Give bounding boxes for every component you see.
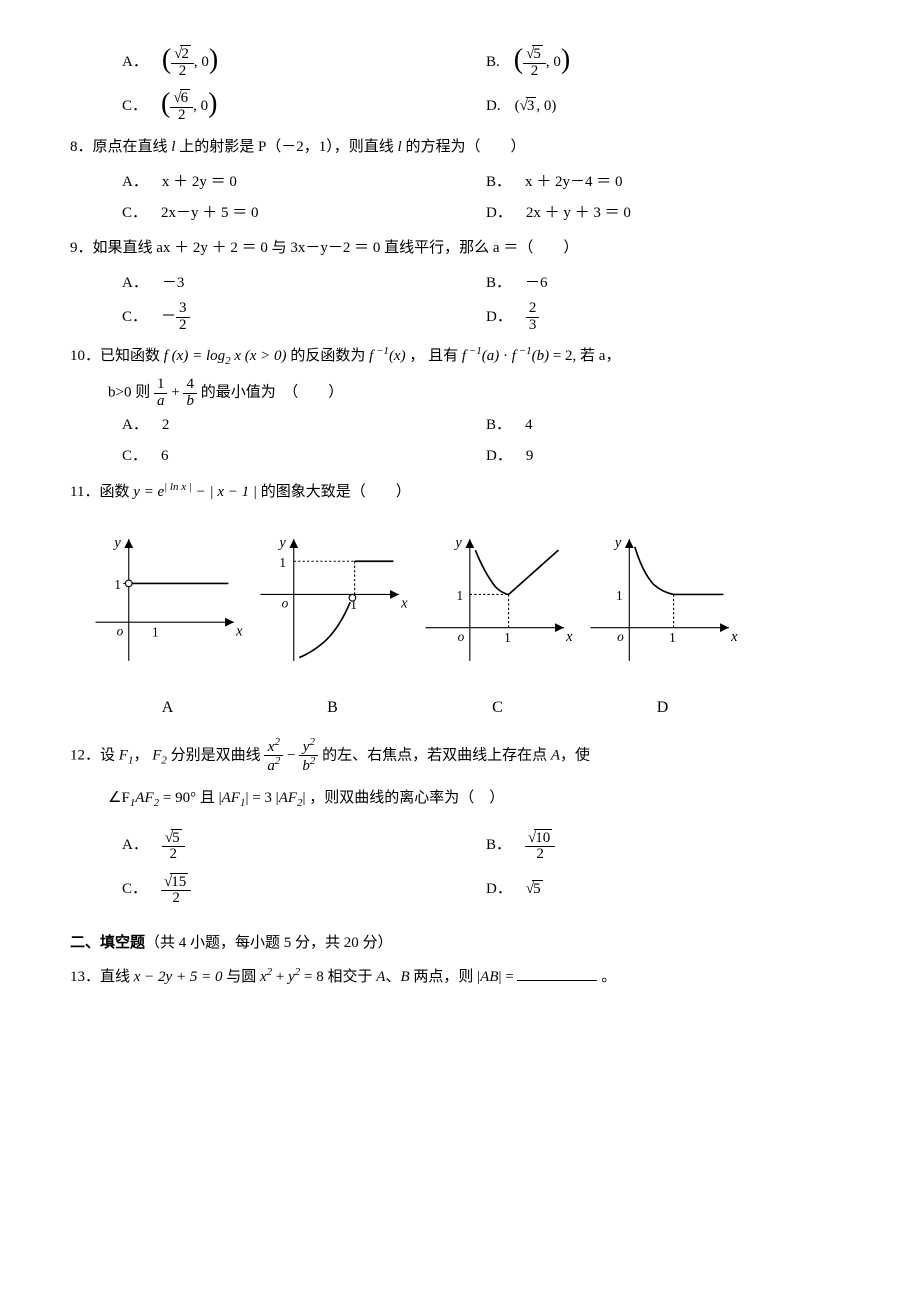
q12-stem-line2: ∠F1AF2 = 90° 且 |AF1| = 3 |AF2| ，则双曲线的离心率… xyxy=(108,785,850,814)
q11-graph-b: x y o 1 1 B xyxy=(255,520,410,723)
section-2-title: 二、填空题（共 4 小题，每小题 5 分，共 20 分） xyxy=(70,930,850,957)
svg-text:1: 1 xyxy=(457,588,464,603)
svg-text:y: y xyxy=(613,535,622,551)
q7-options: A． ( 22, 0 ) B. ( 52, 0 ) C． ( 62, 0 ) D… xyxy=(122,40,850,128)
q8-options: A．x ＋ 2y ＝ 0 B．x ＋ 2y－4 ＝ 0 C．2x－y ＋ 5 ＝… xyxy=(122,167,850,229)
svg-text:1: 1 xyxy=(114,577,121,592)
svg-text:1: 1 xyxy=(616,588,623,603)
q12-options: A．52 B．102 C．152 D．5 xyxy=(122,824,850,912)
q8-opt-d: D．2x ＋ y ＋ 3 ＝ 0 xyxy=(486,200,850,227)
q13-stem: 13．直线 x − 2y + 5 = 0 与圆 x2 + y2 = 8 相交于 … xyxy=(70,963,850,991)
q7-opt-a: A． ( 22, 0 ) xyxy=(122,42,486,82)
q9-opt-d: D．23 xyxy=(486,301,850,334)
q11-graphs: x y o 1 1 A x y o 1 1 B xyxy=(90,520,850,723)
svg-text:y: y xyxy=(277,535,286,551)
svg-text:o: o xyxy=(458,629,465,644)
q7-opt-d: D. (3, 0) xyxy=(486,86,850,126)
svg-text:o: o xyxy=(617,629,624,644)
svg-text:1: 1 xyxy=(279,555,286,570)
q10-opt-b: B．4 xyxy=(486,412,850,439)
svg-text:x: x xyxy=(400,596,408,612)
svg-text:y: y xyxy=(453,535,462,551)
q10-opt-a: A．2 xyxy=(122,412,486,439)
opt-label: D. xyxy=(486,93,501,120)
q12-opt-c: C．152 xyxy=(122,870,486,910)
q7-opt-c: C． ( 62, 0 ) xyxy=(122,86,486,126)
q10-opt-d: D．9 xyxy=(486,443,850,470)
q9-stem: 9．如果直线 ax ＋ 2y ＋ 2 ＝ 0 与 3x－y－2 ＝ 0 直线平行… xyxy=(70,235,850,262)
opt-label: B. xyxy=(486,49,500,76)
opt-label: C． xyxy=(122,93,147,120)
svg-text:1: 1 xyxy=(504,630,511,645)
q9-options: A．－3 B．－6 C．－32 D．23 xyxy=(122,268,850,336)
svg-text:x: x xyxy=(235,623,243,639)
svg-text:o: o xyxy=(117,623,124,638)
q12-stem: 12．设 F1， F2 分别是双曲线 x2a2 − y2b2 的左、右焦点，若双… xyxy=(70,737,850,776)
q9-opt-a: A．－3 xyxy=(122,270,486,297)
q8-opt-a: A．x ＋ 2y ＝ 0 xyxy=(122,169,486,196)
svg-text:y: y xyxy=(112,535,121,551)
q11-graph-a: x y o 1 1 A xyxy=(90,520,245,723)
q9-opt-c: C．－32 xyxy=(122,301,486,334)
q7-opt-b: B. ( 52, 0 ) xyxy=(486,42,850,82)
svg-text:1: 1 xyxy=(669,630,676,645)
q10-options: A．2 B．4 C．6 D．9 xyxy=(122,410,850,472)
q11-stem: 11．函数 y = e| ln x | − | x − 1 | 的图象大致是（ … xyxy=(70,478,850,506)
q10-stem-line2: b>0 则 1a + 4b 的最小值为 （ ） xyxy=(108,377,850,410)
q8-stem: 8．原点在直线 l 上的射影是 P（－2，1），则直线 l 的方程为（ ） xyxy=(70,134,850,161)
q8-opt-b: B．x ＋ 2y－4 ＝ 0 xyxy=(486,169,850,196)
q10-opt-c: C．6 xyxy=(122,443,486,470)
q11-graph-c: x y o 1 1 C xyxy=(420,520,575,723)
opt-label: A． xyxy=(122,49,148,76)
svg-text:1: 1 xyxy=(152,624,159,639)
svg-text:x: x xyxy=(565,629,573,645)
q9-opt-b: B．－6 xyxy=(486,270,850,297)
q11-graph-d: x y o 1 1 D xyxy=(585,520,740,723)
q8-opt-c: C．2x－y ＋ 5 ＝ 0 xyxy=(122,200,486,227)
svg-text:x: x xyxy=(730,629,738,645)
q13-blank xyxy=(517,965,597,981)
q12-opt-a: A．52 xyxy=(122,826,486,866)
q10-stem: 10．已知函数 f (x) = log2 x (x > 0) 的反函数为 f −… xyxy=(70,342,850,372)
svg-text:o: o xyxy=(282,596,289,611)
q12-opt-b: B．102 xyxy=(486,826,850,866)
q12-opt-d: D．5 xyxy=(486,870,850,910)
